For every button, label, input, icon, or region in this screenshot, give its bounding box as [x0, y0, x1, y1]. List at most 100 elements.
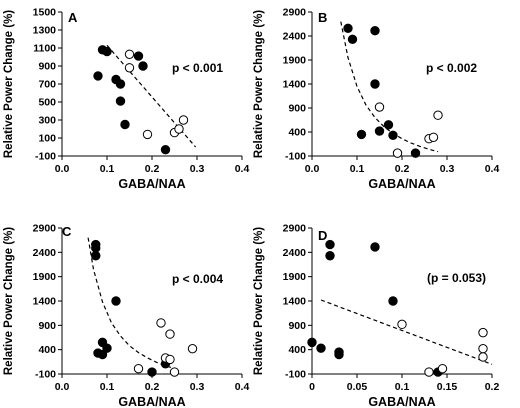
y-tick-label: 400 — [288, 127, 306, 139]
open-data-point — [392, 148, 403, 158]
y-tick-label: 1900 — [283, 55, 307, 67]
y-tick-label: 700 — [38, 79, 56, 91]
filled-data-point — [115, 96, 126, 106]
open-data-point — [165, 329, 175, 339]
y-tick-label: 900 — [288, 320, 306, 332]
p-value-annotation: p < 0.001 — [172, 61, 223, 75]
open-data-point — [478, 352, 488, 362]
open-data-point — [428, 132, 439, 142]
y-tick-label: 2400 — [283, 247, 307, 259]
filled-data-point — [370, 26, 380, 36]
y-tick-label: 1100 — [33, 43, 56, 55]
x-tick-label: 0.4 — [235, 163, 250, 175]
open-data-point — [169, 367, 180, 377]
fit-line — [340, 21, 439, 153]
filled-data-point — [115, 79, 126, 89]
filled-data-point — [370, 242, 380, 252]
filled-data-point — [138, 61, 148, 71]
y-tick-label: 1300 — [33, 25, 57, 37]
y-tick-label: 300 — [38, 115, 56, 127]
filled-data-point — [383, 120, 394, 130]
panel-letter: D — [318, 228, 327, 243]
y-tick-label: 900 — [38, 320, 56, 332]
filled-data-point — [111, 296, 121, 306]
y-tick-label: 900 — [38, 61, 56, 73]
filled-data-point — [347, 34, 358, 45]
filled-data-point — [91, 243, 101, 253]
y-axis-label: Relative Power Change (%) — [3, 227, 15, 375]
open-data-point — [165, 354, 175, 365]
y-tick-label: 900 — [288, 103, 306, 115]
y-tick-label: 2900 — [283, 7, 307, 19]
open-data-point — [397, 319, 407, 330]
y-tick-label: 2900 — [283, 223, 307, 235]
x-tick-label: 0.4 — [235, 381, 250, 393]
filled-data-point — [102, 343, 112, 353]
x-tick-label: 0.2 — [145, 163, 160, 175]
y-tick-label: -100 — [285, 369, 306, 381]
x-tick-label: 0.1 — [100, 381, 115, 393]
y-tick-label: 1400 — [283, 79, 307, 91]
x-tick-label: 0.3 — [440, 163, 455, 175]
panel-letter: B — [318, 10, 327, 25]
y-tick-label: 1900 — [283, 271, 307, 283]
x-tick-label: 0.0 — [55, 163, 70, 175]
x-axis-label: GABA/NAA — [368, 395, 435, 408]
panel-letter: C — [62, 224, 72, 239]
y-tick-label: 1500 — [33, 7, 57, 19]
x-tick-label: 0 — [309, 381, 315, 393]
y-tick-label: 1400 — [283, 296, 307, 308]
y-tick-label: 2900 — [33, 223, 57, 235]
y-tick-label: 500 — [38, 97, 56, 109]
filled-data-point — [147, 367, 157, 377]
x-tick-label: 0.0 — [305, 163, 320, 175]
filled-data-point — [316, 343, 326, 353]
y-tick-label: 1900 — [33, 271, 57, 283]
x-tick-label: 0.2 — [395, 163, 410, 175]
x-tick-label: 0.3 — [190, 163, 205, 175]
p-value-annotation: (p = 0.053) — [427, 271, 486, 285]
open-data-point — [433, 110, 443, 120]
open-data-point — [178, 115, 189, 125]
filled-data-point — [133, 51, 144, 61]
p-value-annotation: p < 0.002 — [426, 61, 477, 75]
x-axis-label: GABA/NAA — [368, 177, 435, 191]
x-tick-label: 0.15 — [437, 381, 458, 393]
filled-data-point — [388, 296, 398, 306]
open-data-point — [124, 63, 135, 73]
filled-data-point — [120, 119, 130, 130]
open-data-point — [374, 102, 385, 112]
y-tick-label: 2400 — [283, 31, 307, 43]
filled-data-point — [307, 337, 317, 348]
filled-data-point — [410, 148, 421, 158]
x-tick-label: 0.0 — [55, 381, 70, 393]
filled-data-point — [91, 251, 101, 261]
filled-data-point — [325, 239, 335, 250]
filled-data-point — [388, 130, 398, 141]
filled-data-point — [343, 23, 353, 34]
open-data-point — [437, 363, 448, 374]
open-data-point — [156, 318, 166, 328]
filled-data-point — [102, 46, 112, 57]
open-data-point — [478, 343, 488, 354]
filled-data-point — [160, 145, 171, 155]
open-data-point — [174, 124, 184, 134]
filled-data-point — [370, 79, 380, 89]
open-data-point — [478, 327, 488, 338]
p-value-annotation: p < 0.004 — [172, 272, 223, 286]
fit-line — [87, 237, 175, 370]
fit-line — [320, 299, 493, 365]
y-tick-label: -100 — [35, 151, 56, 163]
open-data-point — [187, 343, 198, 354]
y-axis-label: Relative Power Change (%) — [253, 10, 265, 158]
y-tick-label: 400 — [38, 344, 56, 356]
y-axis-label: Relative Power Change (%) — [253, 227, 265, 375]
open-data-point — [133, 363, 144, 374]
x-axis-label: GABA/NAA — [118, 177, 185, 191]
y-tick-label: 1400 — [33, 296, 57, 308]
panel-letter: A — [68, 10, 78, 25]
x-tick-label: 0.4 — [485, 163, 500, 175]
x-tick-label: 0.2 — [485, 381, 500, 393]
x-tick-label: 0.1 — [100, 163, 115, 175]
